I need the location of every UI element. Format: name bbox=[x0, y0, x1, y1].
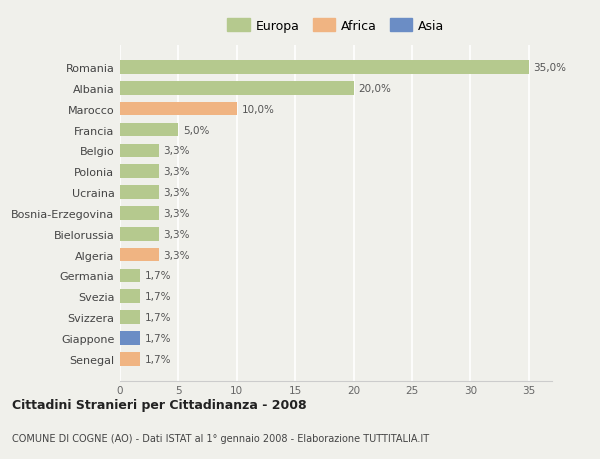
Bar bbox=[120, 207, 158, 220]
Bar bbox=[120, 61, 529, 75]
Text: 1,7%: 1,7% bbox=[145, 313, 171, 322]
Bar bbox=[120, 165, 158, 179]
Text: 3,3%: 3,3% bbox=[163, 208, 190, 218]
Text: 5,0%: 5,0% bbox=[183, 125, 209, 135]
Text: 3,3%: 3,3% bbox=[163, 229, 190, 239]
Bar bbox=[120, 269, 140, 283]
Bar bbox=[120, 290, 140, 303]
Bar bbox=[120, 82, 353, 95]
Text: 3,3%: 3,3% bbox=[163, 188, 190, 198]
Bar bbox=[120, 331, 140, 345]
Bar bbox=[120, 144, 158, 158]
Text: 3,3%: 3,3% bbox=[163, 146, 190, 156]
Text: 1,7%: 1,7% bbox=[145, 291, 171, 302]
Bar bbox=[120, 103, 237, 116]
Text: 1,7%: 1,7% bbox=[145, 271, 171, 281]
Text: 35,0%: 35,0% bbox=[533, 63, 566, 73]
Text: 1,7%: 1,7% bbox=[145, 354, 171, 364]
Bar bbox=[120, 352, 140, 366]
Text: COMUNE DI COGNE (AO) - Dati ISTAT al 1° gennaio 2008 - Elaborazione TUTTITALIA.I: COMUNE DI COGNE (AO) - Dati ISTAT al 1° … bbox=[12, 433, 429, 442]
Bar bbox=[120, 123, 178, 137]
Text: Cittadini Stranieri per Cittadinanza - 2008: Cittadini Stranieri per Cittadinanza - 2… bbox=[12, 398, 307, 412]
Bar bbox=[120, 186, 158, 199]
Bar bbox=[120, 248, 158, 262]
Legend: Europa, Africa, Asia: Europa, Africa, Asia bbox=[227, 19, 445, 33]
Text: 1,7%: 1,7% bbox=[145, 333, 171, 343]
Text: 20,0%: 20,0% bbox=[358, 84, 391, 94]
Text: 3,3%: 3,3% bbox=[163, 167, 190, 177]
Text: 3,3%: 3,3% bbox=[163, 250, 190, 260]
Text: 10,0%: 10,0% bbox=[241, 105, 274, 114]
Bar bbox=[120, 228, 158, 241]
Bar bbox=[120, 311, 140, 324]
